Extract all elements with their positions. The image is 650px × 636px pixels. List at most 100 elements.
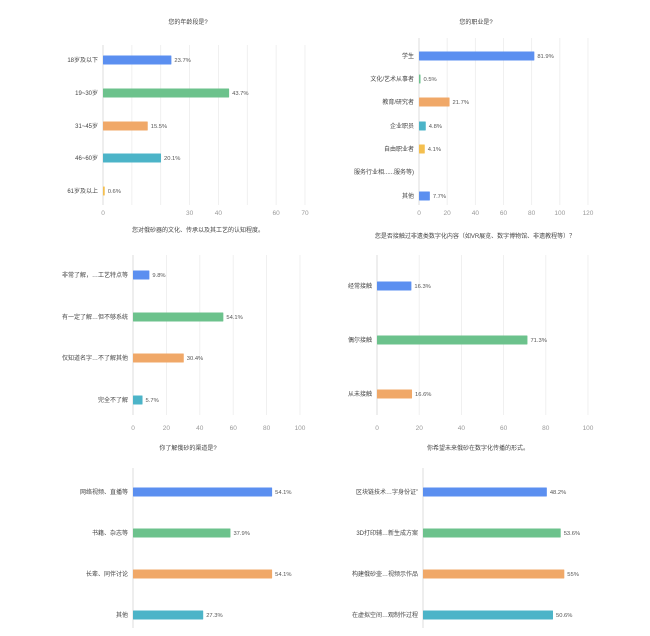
category-label: 经常接触: [348, 282, 372, 290]
bar: [133, 610, 204, 620]
x-tick-label: 60: [230, 425, 238, 432]
x-tick-label: 100: [583, 425, 594, 432]
category-label: 非常了解，…工艺特点等: [62, 271, 128, 279]
x-tick-label: 20: [416, 425, 424, 432]
data-label: 0.5%: [424, 77, 437, 83]
data-label: 30.4%: [187, 356, 203, 362]
bar: [133, 528, 231, 538]
x-tick-label: 30: [186, 210, 194, 217]
category-label: 文化/艺术从事者: [370, 75, 414, 83]
bar: [419, 191, 430, 201]
data-label: 0.6%: [108, 189, 121, 195]
data-label: 4.1%: [428, 147, 441, 153]
data-label: 48.2%: [550, 490, 566, 496]
bar: [377, 335, 528, 345]
category-label: 长辈、同伴讨论: [86, 570, 128, 578]
data-label: 50.6%: [556, 613, 572, 619]
x-tick-label: 70: [301, 210, 309, 217]
category-label: 服务行业相......服务等): [354, 168, 414, 176]
data-label: 54.1%: [275, 490, 291, 496]
bar: [423, 610, 554, 620]
x-tick-label: 60: [500, 210, 508, 217]
category-label: 偶尔接触: [348, 336, 372, 344]
data-label: 54.1%: [275, 572, 291, 578]
category-label: 46~60岁: [75, 154, 98, 162]
category-label: 区块链技术…字身份证”: [356, 488, 418, 496]
x-tick-label: 0: [417, 210, 421, 217]
category-label: 教育/研究者: [382, 98, 414, 106]
x-tick-label: 60: [500, 425, 508, 432]
x-tick-label: 20: [444, 210, 452, 217]
data-label: 16.6%: [415, 392, 431, 398]
category-label: 其他: [116, 611, 128, 619]
x-tick-label: 40: [196, 425, 204, 432]
chart-title: 您是否接触过非遗类数字化内容（如VR展览、数字博物馆、非遗教程等）？: [375, 232, 575, 240]
data-label: 4.8%: [429, 124, 442, 130]
x-tick-label: 100: [554, 210, 565, 217]
x-tick-label: 0: [375, 425, 379, 432]
data-label: 5.7%: [146, 398, 159, 404]
chart-title: 您的职业是?: [459, 18, 493, 26]
chart-title: 你希望未来俄砂在数字化传播的形式。: [427, 444, 529, 452]
bar: [377, 389, 413, 399]
bar: [419, 144, 425, 154]
bar: [419, 74, 421, 84]
data-label: 21.7%: [453, 100, 469, 106]
category-label: 有一定了解…但不够系统: [62, 313, 128, 321]
data-label: 27.3%: [206, 613, 222, 619]
x-tick-label: 100: [295, 425, 306, 432]
bar: [133, 487, 273, 497]
data-label: 15.5%: [151, 124, 167, 130]
bar: [133, 270, 150, 280]
x-tick-label: 40: [458, 425, 466, 432]
category-label: 61岁及以上: [67, 187, 98, 195]
bar: [133, 353, 184, 363]
bar: [103, 186, 105, 196]
bar: [423, 487, 547, 497]
bar: [419, 51, 535, 61]
bar: [103, 153, 162, 163]
x-tick-label: 120: [583, 210, 594, 217]
data-label: 54.1%: [226, 315, 242, 321]
data-label: 53.6%: [564, 531, 580, 537]
bar: [103, 88, 230, 98]
category-label: 构建俄砂壶…视频示作品: [352, 570, 418, 578]
bar: [419, 121, 426, 131]
data-label: 9.8%: [152, 273, 165, 279]
data-label: 7.7%: [433, 194, 446, 200]
category-label: 其他: [402, 192, 414, 200]
category-label: 完全不了解: [98, 396, 128, 404]
x-tick-label: 80: [263, 425, 271, 432]
x-tick-label: 60: [273, 210, 281, 217]
category-label: 3D打印辅…新生成方案: [356, 529, 418, 537]
data-label: 23.7%: [174, 58, 190, 64]
bar: [103, 121, 148, 131]
bar: [423, 569, 565, 579]
category-label: 仅知道名字…不了解其他: [62, 354, 128, 362]
x-tick-label: 40: [472, 210, 480, 217]
category-label: 18岁及以下: [67, 56, 98, 64]
x-tick-label: 40: [215, 210, 223, 217]
bar: [419, 97, 450, 107]
category-label: 在虚拟空间…观制作过程: [352, 611, 418, 619]
bar: [133, 569, 273, 579]
chart-title: 你了解俄砂的渠道是?: [159, 444, 217, 452]
category-label: 网络视频、直播等: [80, 488, 128, 496]
category-label: 19~30岁: [75, 89, 98, 97]
data-label: 71.3%: [530, 338, 546, 344]
x-tick-label: 20: [163, 425, 171, 432]
category-label: 企业职员: [390, 122, 414, 130]
data-label: 20.1%: [164, 156, 180, 162]
x-tick-label: 0: [131, 425, 135, 432]
data-label: 37.9%: [233, 531, 249, 537]
x-tick-label: 80: [542, 425, 550, 432]
chart-title: 您的年龄段是?: [168, 18, 208, 26]
data-label: 81.9%: [537, 54, 553, 60]
bar: [423, 528, 561, 538]
chart-title: 您对俄砂器的文化、传承以及其工艺的认知程度。: [132, 226, 264, 234]
data-label: 16.3%: [414, 284, 430, 290]
data-label: 55%: [567, 572, 579, 578]
x-tick-label: 80: [528, 210, 536, 217]
bar: [103, 55, 172, 65]
